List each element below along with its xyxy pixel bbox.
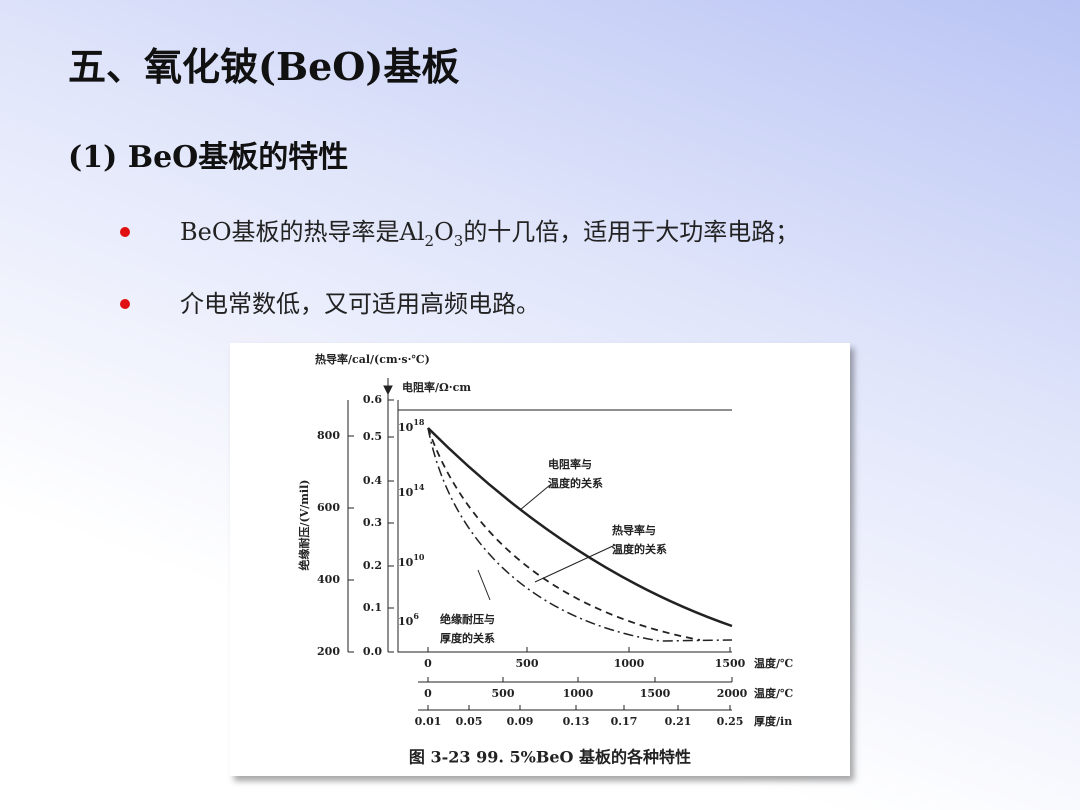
tick-exponent: 10 — [413, 552, 425, 562]
tick-label: 0.6 — [363, 393, 382, 406]
tick-label: 1014 — [398, 482, 425, 499]
tick-label: 1500 — [715, 657, 746, 670]
axis-label: 厚度/in — [754, 714, 792, 728]
tick-base: 10 — [398, 556, 414, 569]
bullet-dot — [120, 299, 130, 309]
curve-label: 电阻率与 — [548, 457, 592, 471]
figure — [230, 343, 850, 776]
axis-label: 绝缘耐压/(V/mil) — [297, 480, 311, 571]
tick-label: 1000 — [563, 687, 594, 700]
curve-resistivity — [427, 427, 733, 628]
tick-label: 1018 — [398, 417, 425, 434]
tick-label: 0.2 — [363, 559, 382, 572]
axis-label: 温度/℃ — [754, 686, 793, 700]
section-heading: (1) BeO基板的特性 — [68, 140, 349, 175]
figure-caption: 图 3-23 99. 5%BeO 基板的各种特性 — [409, 748, 691, 767]
tick-label: 0.09 — [507, 715, 534, 728]
tick-label: 1010 — [398, 552, 425, 569]
tick-label: 0.5 — [363, 430, 382, 443]
tick-label: 1000 — [614, 657, 645, 670]
slide-title: 五、氧化铍(BeO)基板 — [68, 44, 460, 89]
tick-exponent: 18 — [413, 417, 425, 427]
bullet-text: 介电常数低，又可适用高频电路。 — [180, 284, 540, 319]
tick-base: 10 — [398, 615, 414, 628]
axis-label: 电阻率/Ω·cm — [402, 380, 471, 394]
tick-label: 500 — [516, 657, 539, 670]
plot-frame — [397, 400, 732, 653]
tick-label: 0.21 — [665, 715, 692, 728]
tick-label: 106 — [398, 611, 419, 628]
tick-label: 500 — [492, 687, 515, 700]
curve-label: 厚度的关系 — [440, 631, 495, 645]
axis-label: 热导率/cal/(cm·s·℃) — [315, 352, 430, 366]
tick-exponent: 14 — [413, 482, 425, 492]
leader — [519, 484, 551, 511]
curve-label: 绝缘耐压与 — [440, 612, 495, 626]
axis-label: 温度/℃ — [754, 656, 793, 670]
curve-breakdown — [427, 427, 733, 642]
tick-label: 0.17 — [611, 715, 638, 728]
tick-label: 600 — [317, 501, 340, 514]
subscript: 3 — [453, 231, 464, 250]
leader — [534, 544, 616, 583]
tick-label: 0.4 — [363, 474, 382, 487]
tick-label: 0.25 — [717, 715, 744, 728]
tick-label: 0 — [424, 657, 432, 670]
text: 介电常数低，又可适用高频电路。 — [180, 290, 540, 318]
tick-label: 800 — [317, 429, 340, 442]
tick-label: 0 — [424, 687, 432, 700]
tick-base: 10 — [398, 421, 414, 434]
leader — [477, 569, 491, 601]
tick-label: 0.1 — [363, 601, 382, 614]
tick-label: 400 — [317, 573, 340, 586]
tick-label: 2000 — [717, 687, 748, 700]
tick-label: 200 — [317, 645, 340, 658]
bullet-dot — [120, 227, 130, 237]
tick-label: 0.01 — [415, 715, 442, 728]
curve-thermal — [427, 427, 701, 641]
tick-label: 1500 — [640, 687, 671, 700]
arrow-head — [383, 385, 393, 396]
text: BeO基板的热导率是Al — [180, 218, 425, 246]
text: O — [434, 218, 454, 246]
curve-label: 热导率与 — [612, 523, 656, 537]
tick-label: 0.05 — [456, 715, 483, 728]
tick-base: 10 — [398, 486, 414, 499]
tick-exponent: 6 — [413, 611, 419, 621]
curve-label: 温度的关系 — [548, 476, 603, 490]
curve-label: 温度的关系 — [612, 542, 667, 556]
subscript: 2 — [424, 231, 435, 250]
bullet-text: BeO基板的热导率是Al2O3的十几倍，适用于大功率电路； — [180, 212, 799, 250]
tick-label: 0.3 — [363, 516, 382, 529]
text: 的十几倍，适用于大功率电路； — [463, 218, 800, 246]
tick-label: 0.13 — [563, 715, 590, 728]
tick-label: 0.0 — [363, 645, 382, 658]
